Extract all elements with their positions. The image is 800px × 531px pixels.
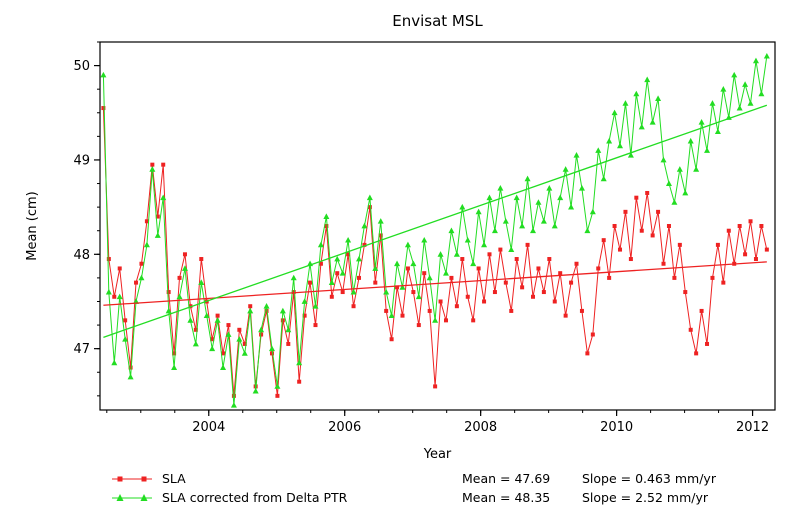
svg-text:2010: 2010 <box>600 420 633 435</box>
chart-title: Envisat MSL <box>392 12 483 30</box>
x-axis-label: Year <box>423 447 452 462</box>
plot-area: 2004 2006 2008 2010 2012 47 48 49 50 <box>73 41 776 435</box>
legend-label: SLA corrected from Delta PTR <box>162 490 348 505</box>
legend-marker-sla-icon <box>112 476 152 481</box>
svg-text:47: 47 <box>73 342 90 357</box>
legend-slope-value: Slope = 0.463 mm/yr <box>582 471 716 486</box>
svg-text:2008: 2008 <box>464 420 497 435</box>
svg-text:2006: 2006 <box>328 420 361 435</box>
svg-text:48: 48 <box>73 248 90 263</box>
svg-text:2004: 2004 <box>192 420 225 435</box>
legend-slope-value: Slope = 2.52 mm/yr <box>582 490 709 505</box>
legend-mean-value: Mean = 48.35 <box>462 490 551 505</box>
legend: SLA Mean = 47.69 Slope = 0.463 mm/yr SLA… <box>110 469 782 507</box>
svg-text:49: 49 <box>73 153 90 168</box>
legend-marker-sla-corrected-icon <box>112 493 152 501</box>
legend-item: SLA Mean = 47.69 Slope = 0.463 mm/yr <box>110 469 782 488</box>
legend-mean-value: Mean = 47.69 <box>462 471 551 486</box>
svg-text:50: 50 <box>73 59 90 74</box>
legend-item: SLA corrected from Delta PTR Mean = 48.3… <box>110 488 782 507</box>
svg-text:2012: 2012 <box>736 420 769 435</box>
legend-label: SLA <box>162 471 186 486</box>
